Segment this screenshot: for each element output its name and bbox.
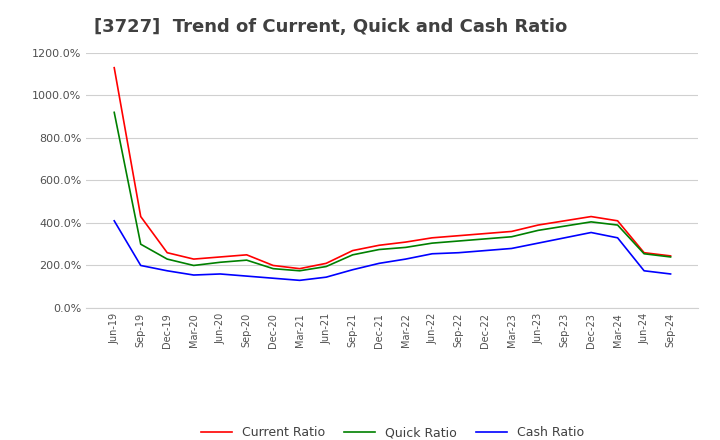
Current Ratio <box>481 231 490 236</box>
Line: Quick Ratio: Quick Ratio <box>114 112 670 271</box>
Cash Ratio <box>348 267 357 272</box>
Current Ratio <box>613 218 622 224</box>
Line: Cash Ratio: Cash Ratio <box>114 221 670 280</box>
Current Ratio <box>375 242 384 248</box>
Quick Ratio <box>322 264 330 269</box>
Cash Ratio <box>666 271 675 277</box>
Current Ratio <box>666 253 675 259</box>
Cash Ratio <box>613 235 622 240</box>
Quick Ratio <box>110 110 119 115</box>
Quick Ratio <box>189 263 198 268</box>
Cash Ratio <box>269 275 277 281</box>
Quick Ratio <box>666 254 675 260</box>
Current Ratio <box>163 250 171 255</box>
Cash Ratio <box>401 257 410 262</box>
Cash Ratio <box>428 251 436 257</box>
Cash Ratio <box>640 268 649 273</box>
Quick Ratio <box>136 242 145 247</box>
Current Ratio <box>269 263 277 268</box>
Current Ratio <box>534 222 542 228</box>
Current Ratio <box>348 248 357 253</box>
Quick Ratio <box>216 260 225 265</box>
Current Ratio <box>189 257 198 262</box>
Cash Ratio <box>587 230 595 235</box>
Current Ratio <box>243 252 251 257</box>
Cash Ratio <box>454 250 463 255</box>
Quick Ratio <box>428 241 436 246</box>
Cash Ratio <box>243 273 251 279</box>
Cash Ratio <box>481 248 490 253</box>
Current Ratio <box>136 214 145 219</box>
Quick Ratio <box>587 219 595 224</box>
Quick Ratio <box>534 228 542 233</box>
Cash Ratio <box>189 272 198 278</box>
Quick Ratio <box>640 251 649 257</box>
Cash Ratio <box>560 235 569 240</box>
Current Ratio <box>322 260 330 266</box>
Cash Ratio <box>110 218 119 224</box>
Quick Ratio <box>481 236 490 242</box>
Line: Current Ratio: Current Ratio <box>114 68 670 269</box>
Quick Ratio <box>348 252 357 257</box>
Quick Ratio <box>401 245 410 250</box>
Cash Ratio <box>534 241 542 246</box>
Text: [3727]  Trend of Current, Quick and Cash Ratio: [3727] Trend of Current, Quick and Cash … <box>94 18 567 36</box>
Quick Ratio <box>243 257 251 263</box>
Quick Ratio <box>375 247 384 252</box>
Legend: Current Ratio, Quick Ratio, Cash Ratio: Current Ratio, Quick Ratio, Cash Ratio <box>196 422 589 440</box>
Current Ratio <box>401 239 410 245</box>
Cash Ratio <box>375 260 384 266</box>
Current Ratio <box>295 266 304 271</box>
Current Ratio <box>216 254 225 260</box>
Quick Ratio <box>295 268 304 273</box>
Quick Ratio <box>613 222 622 228</box>
Cash Ratio <box>216 271 225 277</box>
Quick Ratio <box>454 238 463 244</box>
Cash Ratio <box>163 268 171 273</box>
Quick Ratio <box>163 257 171 262</box>
Quick Ratio <box>508 234 516 239</box>
Current Ratio <box>110 65 119 70</box>
Current Ratio <box>508 229 516 234</box>
Current Ratio <box>640 250 649 255</box>
Cash Ratio <box>322 275 330 280</box>
Cash Ratio <box>508 246 516 251</box>
Quick Ratio <box>560 224 569 229</box>
Current Ratio <box>587 214 595 219</box>
Current Ratio <box>454 233 463 238</box>
Current Ratio <box>428 235 436 240</box>
Cash Ratio <box>136 263 145 268</box>
Quick Ratio <box>269 266 277 271</box>
Cash Ratio <box>295 278 304 283</box>
Current Ratio <box>560 218 569 224</box>
